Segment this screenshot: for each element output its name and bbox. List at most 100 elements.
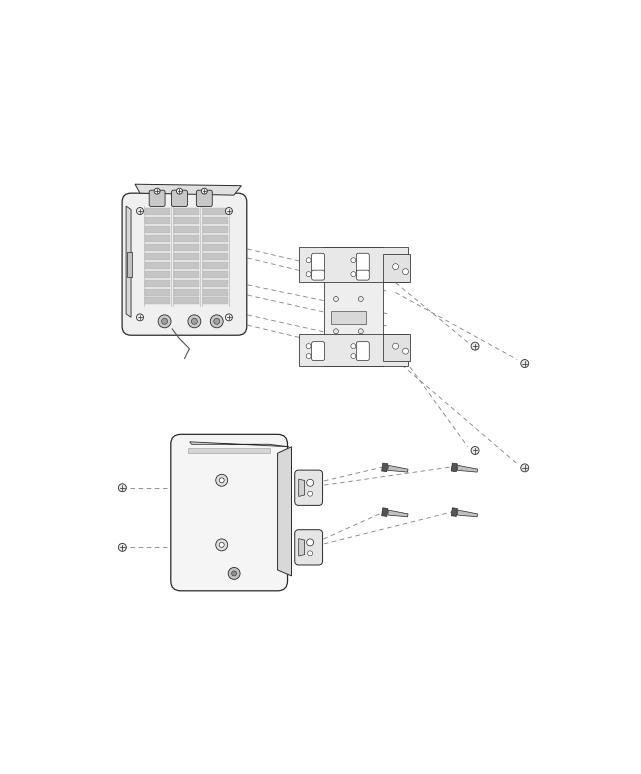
- FancyBboxPatch shape: [172, 190, 187, 207]
- Circle shape: [351, 258, 356, 262]
- Bar: [299, 247, 408, 282]
- Polygon shape: [135, 184, 241, 195]
- Circle shape: [119, 484, 126, 491]
- FancyBboxPatch shape: [196, 190, 212, 207]
- Circle shape: [351, 272, 356, 276]
- Bar: [203, 226, 228, 233]
- Circle shape: [137, 207, 144, 214]
- Bar: [146, 208, 171, 215]
- Polygon shape: [381, 463, 388, 471]
- FancyBboxPatch shape: [312, 270, 324, 280]
- Polygon shape: [278, 447, 292, 576]
- Circle shape: [306, 539, 313, 546]
- Circle shape: [219, 478, 224, 483]
- Bar: [203, 253, 228, 260]
- Circle shape: [306, 344, 311, 348]
- Bar: [146, 235, 171, 241]
- Polygon shape: [190, 442, 289, 447]
- Circle shape: [520, 464, 529, 472]
- Circle shape: [226, 207, 233, 214]
- Circle shape: [520, 360, 529, 368]
- Bar: [146, 262, 171, 269]
- Circle shape: [162, 318, 167, 324]
- FancyBboxPatch shape: [149, 190, 165, 207]
- Bar: [203, 217, 228, 224]
- Polygon shape: [388, 510, 408, 517]
- Circle shape: [158, 315, 171, 327]
- Circle shape: [333, 296, 338, 301]
- Bar: [146, 226, 171, 233]
- Bar: [146, 289, 171, 296]
- FancyBboxPatch shape: [295, 529, 322, 565]
- Bar: [174, 208, 199, 215]
- Circle shape: [471, 342, 479, 350]
- Polygon shape: [457, 510, 478, 517]
- Circle shape: [333, 329, 338, 334]
- Circle shape: [306, 272, 311, 276]
- Circle shape: [213, 318, 220, 324]
- Circle shape: [306, 479, 313, 486]
- Circle shape: [176, 188, 183, 194]
- Circle shape: [358, 296, 363, 301]
- Bar: [174, 289, 199, 296]
- Bar: [127, 252, 132, 276]
- Bar: [299, 334, 408, 366]
- FancyBboxPatch shape: [171, 434, 288, 591]
- Polygon shape: [451, 463, 458, 471]
- FancyBboxPatch shape: [356, 270, 369, 280]
- Circle shape: [351, 354, 356, 358]
- Circle shape: [192, 318, 197, 324]
- Polygon shape: [457, 465, 478, 472]
- Bar: [203, 297, 228, 304]
- Bar: [203, 262, 228, 269]
- Circle shape: [226, 314, 233, 321]
- Bar: [174, 226, 199, 233]
- Bar: [174, 271, 199, 278]
- FancyBboxPatch shape: [122, 194, 247, 335]
- Polygon shape: [299, 539, 304, 556]
- Polygon shape: [451, 508, 458, 516]
- Bar: [203, 279, 228, 286]
- Polygon shape: [299, 479, 304, 496]
- Bar: [203, 244, 228, 251]
- Circle shape: [228, 567, 240, 580]
- Circle shape: [188, 315, 201, 327]
- Polygon shape: [388, 465, 408, 472]
- Circle shape: [351, 344, 356, 348]
- Bar: [146, 279, 171, 286]
- Bar: [203, 208, 228, 215]
- Circle shape: [403, 269, 408, 275]
- Circle shape: [358, 329, 363, 334]
- Circle shape: [403, 348, 408, 354]
- Bar: [146, 244, 171, 251]
- FancyBboxPatch shape: [356, 341, 369, 361]
- Circle shape: [219, 543, 224, 547]
- Bar: [146, 297, 171, 304]
- Bar: [203, 289, 228, 296]
- FancyBboxPatch shape: [312, 253, 324, 272]
- Circle shape: [137, 314, 144, 321]
- Bar: [188, 448, 270, 454]
- Bar: [383, 334, 410, 361]
- Circle shape: [392, 264, 399, 269]
- Bar: [174, 217, 199, 224]
- Polygon shape: [126, 206, 131, 317]
- Bar: [146, 253, 171, 260]
- FancyBboxPatch shape: [356, 253, 369, 272]
- FancyBboxPatch shape: [312, 341, 324, 361]
- Circle shape: [392, 343, 399, 349]
- Bar: [174, 262, 199, 269]
- Circle shape: [119, 543, 126, 551]
- Circle shape: [210, 315, 223, 327]
- Circle shape: [216, 474, 228, 486]
- Bar: [383, 254, 410, 282]
- Circle shape: [471, 447, 479, 454]
- Bar: [146, 271, 171, 278]
- Bar: [174, 253, 199, 260]
- Circle shape: [201, 188, 207, 194]
- Circle shape: [231, 571, 237, 576]
- Bar: [331, 311, 366, 324]
- Circle shape: [308, 491, 313, 496]
- Bar: [324, 247, 383, 366]
- Bar: [203, 235, 228, 241]
